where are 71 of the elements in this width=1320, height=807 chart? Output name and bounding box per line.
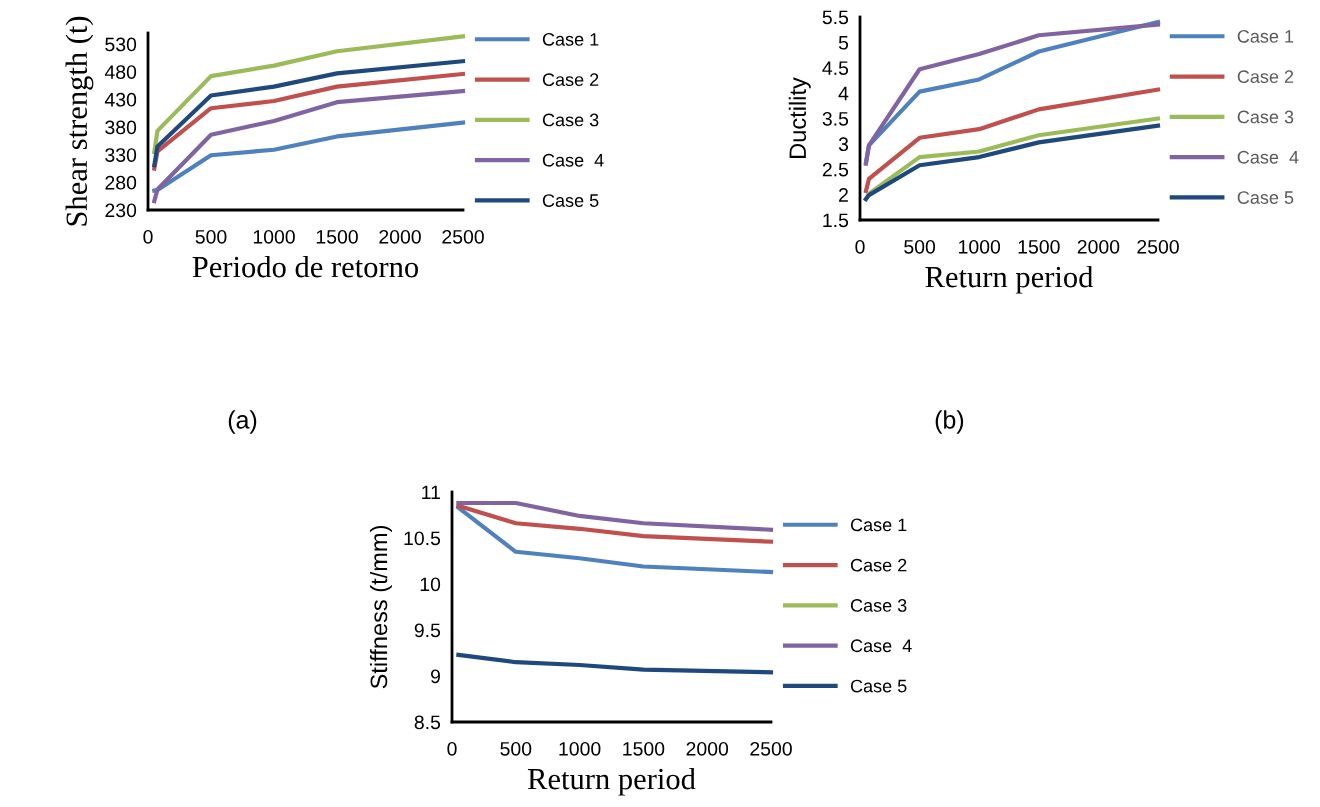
x-tick-label: 2500 xyxy=(1137,239,1179,254)
legend-label: Case 5 xyxy=(542,194,599,207)
x-tick-label: 2500 xyxy=(750,741,792,756)
x-tick-label: 1000 xyxy=(959,239,1001,254)
y-tick-label: 530 xyxy=(105,37,137,52)
y-axis-title: Stiffness (t/mm) xyxy=(369,526,392,689)
x-tick-label: 1000 xyxy=(253,229,295,244)
y-tick-label: 4 xyxy=(838,86,849,101)
text: (b) xyxy=(935,410,964,434)
line-series xyxy=(456,503,774,544)
x-tick-label: 500 xyxy=(195,229,227,244)
legend-label: Case 3 xyxy=(850,599,907,612)
text: (a) xyxy=(228,410,257,434)
legend-label: Case 2 xyxy=(1237,70,1294,84)
legend-label: Case 2 xyxy=(542,73,599,87)
legend-label: Case 4 xyxy=(542,153,604,167)
legend-label: Case 1 xyxy=(542,32,599,46)
y-axis-title: Ductility xyxy=(788,77,811,158)
legend-label: Case 3 xyxy=(542,113,599,127)
line-series xyxy=(152,34,466,155)
x-tick-label: 1500 xyxy=(316,229,358,244)
legend-label: Case 5 xyxy=(850,679,907,693)
x-tick-label: 1500 xyxy=(623,741,665,756)
legend-label: Case 5 xyxy=(1237,191,1294,204)
legend-label: Case 1 xyxy=(850,518,907,532)
x-tick-label: 1000 xyxy=(559,741,601,756)
x-axis-title: Return period xyxy=(925,265,1094,294)
x-tick-label: 1500 xyxy=(1018,239,1060,254)
y-tick-label: 5 xyxy=(838,36,849,50)
x-tick-label: 2000 xyxy=(686,741,729,756)
y-tick-label: 3.5 xyxy=(822,111,849,126)
line-series xyxy=(456,652,774,675)
line-series xyxy=(152,120,466,193)
y-tick-label: 330 xyxy=(105,148,137,162)
y-tick-label: 9.5 xyxy=(414,623,441,638)
y-tick-label: 430 xyxy=(104,92,137,107)
y-tick-label: 380 xyxy=(105,120,137,135)
y-tick-label: 10.5 xyxy=(404,531,441,546)
x-tick-label: 2000 xyxy=(379,229,421,244)
x-tick-label: 500 xyxy=(500,741,532,756)
x-axis-title: Periodo de retorno xyxy=(192,255,419,278)
y-tick-label: 280 xyxy=(105,175,137,190)
x-tick-label: 0 xyxy=(855,239,865,254)
legend-label: Case 4 xyxy=(1237,150,1299,164)
y-axis-title: Shear strength (t) xyxy=(65,16,94,226)
legend-label: Case 3 xyxy=(1237,110,1294,124)
y-tick-label: 11 xyxy=(422,485,440,500)
legend-label: Case 2 xyxy=(850,558,907,572)
y-tick-label: 4.5 xyxy=(822,61,849,75)
y-tick-label: 230 xyxy=(105,203,137,218)
x-tick-label: 2500 xyxy=(442,229,484,244)
y-tick-label: 2 xyxy=(839,188,848,202)
line-series xyxy=(152,88,466,204)
y-tick-label: 1.5 xyxy=(823,213,849,228)
x-tick-label: 0 xyxy=(143,229,153,244)
line-series xyxy=(863,87,1161,194)
y-tick-label: 2.5 xyxy=(822,162,849,177)
x-axis-title: Return period xyxy=(527,767,696,796)
y-tick-label: 10 xyxy=(420,577,441,592)
line-series xyxy=(456,505,774,575)
y-tick-label: 5.5 xyxy=(822,10,849,25)
legend-label: Case 4 xyxy=(850,639,912,653)
y-tick-label: 480 xyxy=(104,65,137,79)
legend-label: Case 1 xyxy=(1237,29,1294,43)
y-tick-label: 9 xyxy=(430,669,440,684)
x-tick-label: 2000 xyxy=(1077,239,1120,254)
x-tick-label: 0 xyxy=(447,741,457,756)
y-tick-label: 3 xyxy=(838,137,849,152)
line-series xyxy=(456,500,774,532)
y-tick-label: 8.5 xyxy=(414,715,441,730)
x-tick-label: 500 xyxy=(904,239,936,254)
